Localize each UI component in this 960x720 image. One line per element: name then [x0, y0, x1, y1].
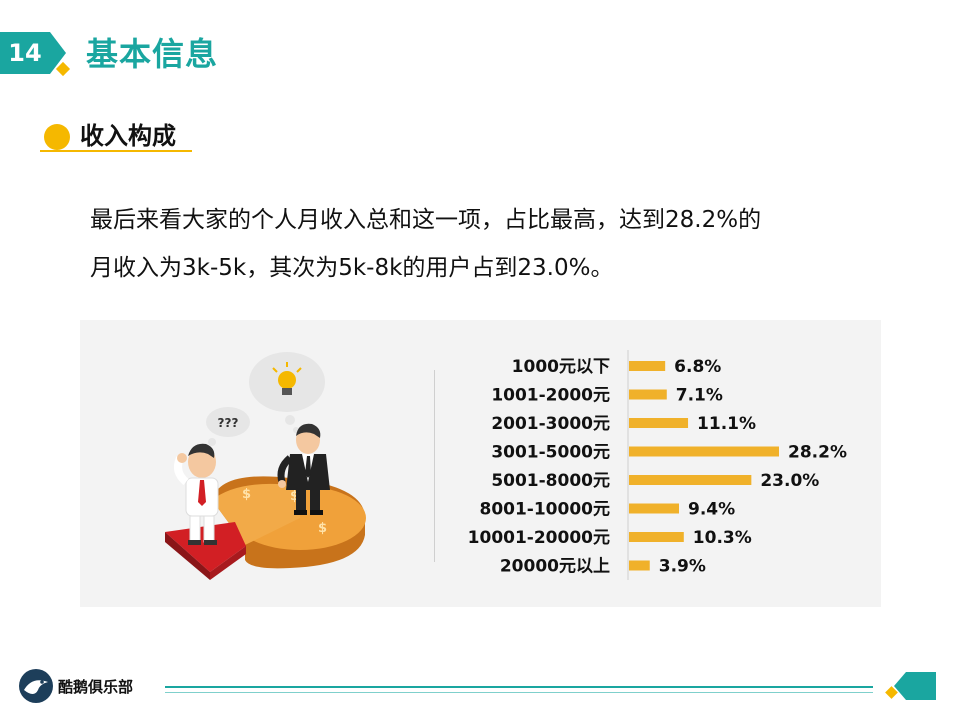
- value-label: 11.1%: [697, 414, 756, 434]
- category-label: 8001-10000元: [479, 500, 610, 520]
- value-label: 7.1%: [676, 386, 723, 406]
- page-number-badge: 14: [0, 32, 50, 74]
- body-line-1: 最后来看大家的个人月收入总和这一项，占比最高，达到28.2%的: [90, 207, 762, 233]
- category-label: 20000元以上: [500, 557, 610, 577]
- lightbulb-icon: [249, 352, 325, 433]
- penguin-logo-icon: [19, 669, 53, 703]
- body-text: 最后来看大家的个人月收入总和这一项，占比最高，达到28.2%的 月收入为3k-5…: [90, 196, 890, 292]
- bar: [629, 389, 667, 400]
- category-label: 10001-20000元: [468, 528, 610, 548]
- svg-text:$: $: [290, 489, 299, 504]
- pie-3d-icon: [165, 476, 366, 580]
- category-label: 1000元以下: [512, 357, 610, 377]
- section-bullet-icon: [44, 124, 70, 150]
- bar: [629, 560, 650, 571]
- footer-line-thin: [165, 692, 873, 693]
- dollar-icon: $ $ $: [242, 487, 327, 536]
- page-title: 基本信息: [86, 35, 219, 73]
- footer-decoration-icon: [885, 672, 936, 700]
- section-underline: [40, 150, 192, 152]
- bar: [629, 532, 684, 542]
- body-line-2: 月收入为3k-5k，其次为5k-8k的用户占到23.0%。: [90, 255, 614, 281]
- illustration: $ $ $ ???: [165, 352, 366, 580]
- svg-text:$: $: [242, 487, 251, 502]
- category-label: 2001-3000元: [491, 414, 610, 434]
- value-label: 28.2%: [788, 443, 847, 463]
- bar: [629, 361, 666, 371]
- person-idea-icon: [277, 423, 330, 515]
- page-number: 14: [8, 39, 42, 67]
- income-bar-chart: 1000元以下 6.8% 1001-2000元 7.1% 2001-3000元 11.1%…: [468, 350, 847, 580]
- value-label: 10.3%: [693, 528, 752, 548]
- svg-text:$: $: [318, 521, 327, 536]
- category-label: 3001-5000元: [491, 443, 610, 463]
- bar: [629, 446, 779, 457]
- question-text: ???: [218, 416, 239, 430]
- value-label: 23.0%: [760, 471, 819, 491]
- category-label: 1001-2000元: [491, 386, 610, 406]
- person-confused-icon: [174, 443, 219, 545]
- panel-divider: [434, 370, 435, 562]
- value-label: 9.4%: [688, 500, 735, 520]
- value-label: 6.8%: [674, 357, 721, 377]
- bar: [629, 475, 752, 485]
- category-label: 5001-8000元: [491, 471, 610, 491]
- bar: [629, 503, 679, 514]
- value-label: 3.9%: [659, 557, 706, 577]
- footer-line: [165, 686, 873, 688]
- question-bubble: ???: [203, 407, 250, 453]
- section-title: 收入构成: [80, 122, 176, 150]
- bar: [629, 418, 689, 428]
- footer-brand: 酷鹅俱乐部: [58, 678, 134, 696]
